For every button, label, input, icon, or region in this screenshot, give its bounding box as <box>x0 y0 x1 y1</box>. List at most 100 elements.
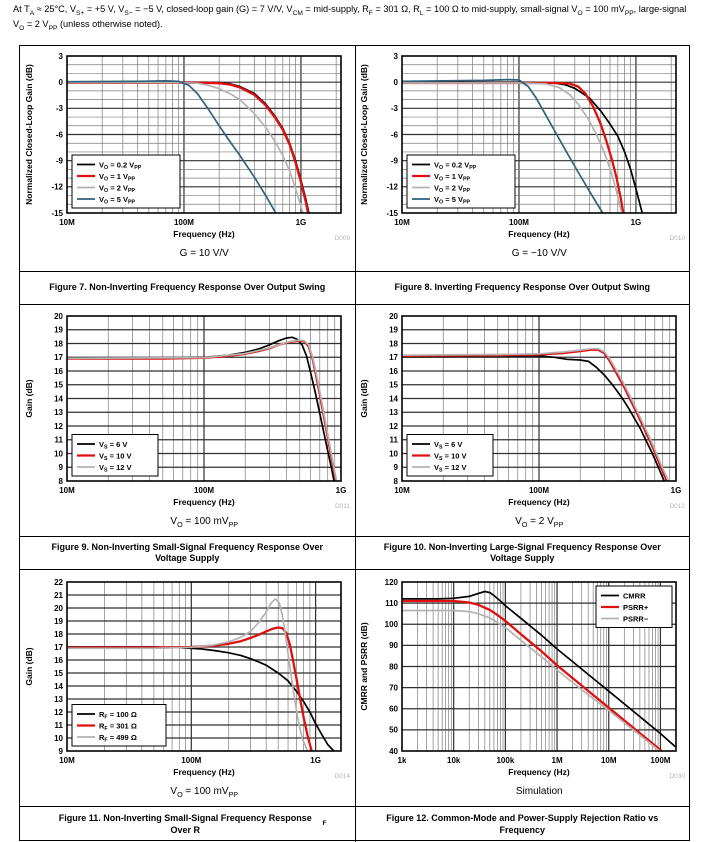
svg-text:Frequency (Hz): Frequency (Hz) <box>509 767 571 777</box>
svg-text:18: 18 <box>54 630 63 639</box>
svg-text:Normalized Closed-Loop Gain (d: Normalized Closed-Loop Gain (dB) <box>359 64 369 205</box>
svg-text:16: 16 <box>54 367 63 376</box>
svg-text:22: 22 <box>54 578 63 587</box>
svg-text:-3: -3 <box>391 104 399 113</box>
svg-text:10M: 10M <box>601 756 617 765</box>
svg-text:16: 16 <box>389 367 398 376</box>
svg-text:20: 20 <box>389 312 398 321</box>
svg-text:Frequency (Hz): Frequency (Hz) <box>174 229 236 239</box>
svg-text:VS = 6 V: VS = 6 V <box>99 440 127 451</box>
svg-text:RF = 301 Ω: RF = 301 Ω <box>99 721 137 732</box>
svg-text:D009: D009 <box>335 235 351 242</box>
svg-text:VO = 1 VPP: VO = 1 VPP <box>434 172 470 183</box>
svg-text:19: 19 <box>54 617 63 626</box>
svg-text:Frequency (Hz): Frequency (Hz) <box>174 497 236 507</box>
svg-text:D010: D010 <box>670 235 686 242</box>
figure-7-condition: G = 10 V/V <box>179 248 229 259</box>
svg-text:17: 17 <box>54 643 63 652</box>
svg-text:VS = 12 V: VS = 12 V <box>99 463 132 474</box>
svg-text:10: 10 <box>54 449 63 458</box>
svg-text:PSRR+: PSRR+ <box>623 603 649 612</box>
figure-7-caption: Figure 7. Non-Inverting Frequency Respon… <box>20 271 355 304</box>
svg-text:VO = 2 VPP: VO = 2 VPP <box>99 183 135 194</box>
figure-10-chart: 8 9 10 11 12 13 14 15 16 17 18 19 20 10M 100M 1G Frequen… <box>354 304 689 536</box>
svg-text:Frequency (Hz): Frequency (Hz) <box>509 497 571 507</box>
svg-text:16: 16 <box>54 656 63 665</box>
figure-8-plot: -15 -12 -9 -6 -3 0 3 10M 100M 1G Frequency (Hz) Nor… <box>359 52 686 242</box>
svg-text:9: 9 <box>59 463 64 472</box>
figure-10-condition: VO = 2 VPP <box>515 516 564 529</box>
svg-text:-9: -9 <box>391 156 399 165</box>
svg-text:1M: 1M <box>552 756 563 765</box>
svg-text:1G: 1G <box>336 486 347 495</box>
svg-text:-9: -9 <box>56 156 64 165</box>
svg-text:17: 17 <box>54 353 63 362</box>
svg-text:20: 20 <box>54 604 63 613</box>
svg-text:CMRR and PSRR (dB): CMRR and PSRR (dB) <box>359 622 369 710</box>
svg-text:10M: 10M <box>394 218 410 227</box>
svg-text:VS = 6 V: VS = 6 V <box>434 440 462 451</box>
svg-text:100M: 100M <box>651 756 671 765</box>
svg-text:D012: D012 <box>670 503 686 510</box>
svg-text:12: 12 <box>54 422 63 431</box>
svg-text:10: 10 <box>389 449 398 458</box>
figure-12-condition: Simulation <box>515 786 563 797</box>
svg-text:-3: -3 <box>56 104 64 113</box>
svg-text:1G: 1G <box>311 756 322 765</box>
svg-text:120: 120 <box>385 578 399 587</box>
svg-text:VS = 12 V: VS = 12 V <box>434 463 467 474</box>
svg-text:100M: 100M <box>509 218 529 227</box>
svg-text:15: 15 <box>389 381 398 390</box>
svg-text:100M: 100M <box>194 486 214 495</box>
figure-12-plot: 40 50 60 70 80 90 100 110 120 1k 10k 100k 1M 10M 100M F… <box>359 578 685 780</box>
svg-text:Frequency (Hz): Frequency (Hz) <box>509 229 571 239</box>
svg-text:110: 110 <box>385 599 398 608</box>
figure-11-condition: VO = 100 mVPP <box>170 786 239 799</box>
svg-text:D014: D014 <box>335 773 351 780</box>
svg-text:-15: -15 <box>387 209 399 218</box>
svg-text:VO = 5 VPP: VO = 5 VPP <box>99 195 135 206</box>
figure-12-caption: Figure 12. Common-Mode and Power-Supply … <box>354 806 689 842</box>
svg-text:14: 14 <box>389 394 398 403</box>
svg-text:RF = 499 Ω: RF = 499 Ω <box>99 733 137 744</box>
figure-12-chart: 40 50 60 70 80 90 100 110 120 1k 10k 100k 1M 10M 100M F… <box>354 569 689 806</box>
svg-text:-12: -12 <box>387 183 399 192</box>
svg-text:3: 3 <box>394 52 399 61</box>
svg-text:17: 17 <box>389 353 398 362</box>
svg-text:Gain (dB): Gain (dB) <box>359 379 369 417</box>
figures-grid: -15 -12 -9 -6 -3 0 3 10M 100M 1G Frequency (Hz) Nor… <box>19 45 690 842</box>
svg-text:0: 0 <box>59 78 64 87</box>
svg-text:Frequency (Hz): Frequency (Hz) <box>174 767 236 777</box>
svg-text:-6: -6 <box>56 130 64 139</box>
figure-8-chart: -15 -12 -9 -6 -3 0 3 10M 100M 1G Frequency (Hz) Nor… <box>354 46 690 271</box>
svg-text:10k: 10k <box>447 756 461 765</box>
figure-9-condition: VO = 100 mVPP <box>170 516 239 529</box>
svg-text:50: 50 <box>389 726 398 735</box>
svg-text:14: 14 <box>54 394 63 403</box>
svg-text:VO = 1 VPP: VO = 1 VPP <box>99 172 135 183</box>
svg-text:CMRR: CMRR <box>623 591 646 600</box>
svg-text:15: 15 <box>54 381 63 390</box>
figure-9-chart: 8 9 10 11 12 13 14 15 16 17 18 19 20 10M 100M 1G Frequen… <box>20 304 355 536</box>
svg-text:-12: -12 <box>52 183 64 192</box>
figure-11-caption: Figure 11. Non-Inverting Small-Signal Fr… <box>20 806 355 842</box>
svg-text:9: 9 <box>394 463 399 472</box>
svg-text:100M: 100M <box>182 756 202 765</box>
svg-text:0: 0 <box>394 78 399 87</box>
svg-text:11: 11 <box>55 721 64 730</box>
svg-text:100M: 100M <box>529 486 549 495</box>
svg-text:1G: 1G <box>296 218 307 227</box>
svg-text:10M: 10M <box>59 756 75 765</box>
svg-text:1G: 1G <box>671 486 682 495</box>
svg-text:18: 18 <box>389 339 398 348</box>
test-conditions-header: At TA ≈ 25°C, VS+ = +5 V, VS− = −5 V, cl… <box>13 4 687 32</box>
svg-text:13: 13 <box>54 408 63 417</box>
svg-text:1G: 1G <box>631 218 642 227</box>
svg-text:VS = 10 V: VS = 10 V <box>434 451 467 462</box>
svg-text:15: 15 <box>54 669 63 678</box>
svg-text:-15: -15 <box>52 209 64 218</box>
svg-text:19: 19 <box>389 326 398 335</box>
figure-11-plot: 9 10 11 12 13 14 15 16 17 18 19 20 21 22 10M 100M 1G Freq… <box>24 578 351 780</box>
svg-text:D011: D011 <box>335 503 350 510</box>
